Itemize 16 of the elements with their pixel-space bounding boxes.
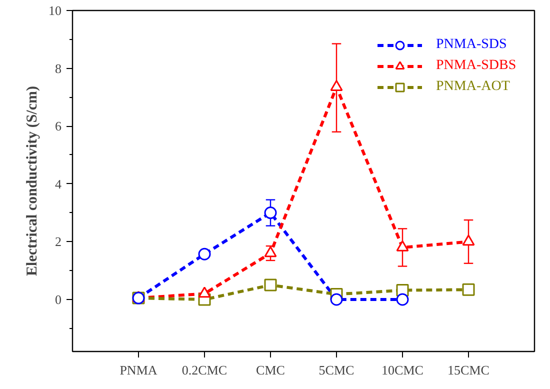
x-tick-label: 10CMC (382, 362, 424, 378)
legend-label: PNMA-SDS (436, 37, 507, 53)
x-tick-label: CMC (256, 362, 285, 378)
y-tick-label: 0 (55, 292, 62, 307)
y-tick-label: 10 (48, 3, 62, 18)
y-tick-label: 6 (55, 118, 62, 134)
x-tick-label: 5CMC (318, 362, 354, 378)
legend-label: PNMA-AOT (436, 79, 510, 95)
x-tick-label: 0.2CMC (182, 362, 228, 378)
x-tick-label: PNMA (120, 362, 158, 378)
legend-label: PNMA-SDBS (436, 58, 516, 74)
y-tick-label: 2 (55, 234, 62, 250)
y-tick-label: 8 (55, 60, 62, 76)
y-axis-title: Electrical conductivity (S/cm) (24, 86, 40, 276)
y-tick-label: 4 (55, 176, 62, 192)
x-tick-label: 15CMC (448, 362, 490, 378)
